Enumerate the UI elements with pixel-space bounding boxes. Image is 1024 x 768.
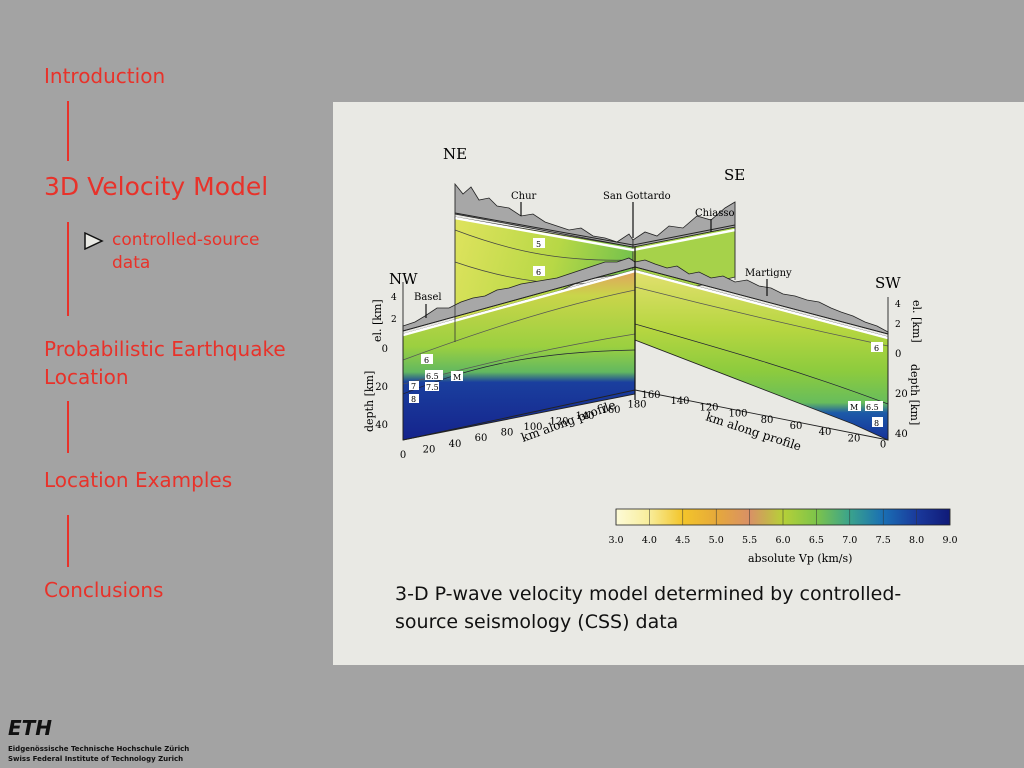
profile-tick-label: 80 bbox=[501, 428, 514, 439]
profile-tick-label: 100 bbox=[728, 409, 747, 420]
profile-tick-label: 80 bbox=[761, 415, 774, 426]
place-san-gottardo: San Gottardo bbox=[603, 191, 671, 202]
colorbar-tick-label: 7.0 bbox=[842, 535, 857, 546]
contour-label-6-5: 6.5 bbox=[866, 403, 879, 412]
profile-tick-label: 20 bbox=[848, 433, 861, 444]
profile-tick-label: 140 bbox=[670, 396, 689, 407]
profile-tick-label: 160 bbox=[641, 390, 660, 401]
sw-topography bbox=[634, 259, 889, 335]
colorbar-label: absolute Vp (km/s) bbox=[748, 552, 852, 565]
profile-tick-label: 120 bbox=[549, 416, 568, 427]
contour-label-6: 6 bbox=[424, 356, 429, 365]
velocity-model-figure: NE SE NW SW Chur San Gottardo Chiasso Ba… bbox=[363, 145, 958, 565]
eth-name-german: Eidgenössische Technische Hochschule Zür… bbox=[8, 745, 190, 753]
nav-introduction[interactable]: Introduction bbox=[44, 64, 166, 88]
direction-sw: SW bbox=[875, 274, 901, 292]
nav-conclusions[interactable]: Conclusions bbox=[44, 578, 164, 602]
triangle-right-icon bbox=[84, 232, 104, 250]
profile-tick-label: 140 bbox=[575, 411, 594, 422]
place-basel: Basel bbox=[414, 292, 442, 303]
nav-connector bbox=[67, 222, 69, 316]
elevation-tick-label: 2 bbox=[895, 320, 901, 330]
elevation-tick-label: 4 bbox=[895, 300, 901, 310]
right-profile-label: km along profile bbox=[704, 410, 803, 454]
profile-tick-label: 100 bbox=[523, 422, 542, 433]
ne-topography bbox=[454, 182, 634, 248]
colorbar-tick-label: 5.0 bbox=[709, 535, 724, 546]
contour-label-7-5: 7.5 bbox=[426, 383, 439, 392]
nav-connector bbox=[67, 515, 69, 567]
left-depth-label: depth [km] bbox=[363, 371, 376, 432]
profile-tick-label: 40 bbox=[819, 427, 832, 438]
left-elevation-label: el. [km] bbox=[371, 299, 384, 342]
profile-tick-label: 60 bbox=[475, 433, 488, 444]
profile-tick-label: 40 bbox=[449, 439, 462, 450]
depth-tick-label: 0 bbox=[895, 349, 901, 360]
direction-ne: NE bbox=[443, 145, 467, 163]
nw-topography bbox=[402, 257, 636, 332]
place-martigny: Martigny bbox=[745, 268, 792, 279]
profile-tick-label: 0 bbox=[400, 450, 406, 461]
colorbar-tick-label: 4.0 bbox=[642, 535, 657, 546]
figure-panel: NE SE NW SW Chur San Gottardo Chiasso Ba… bbox=[333, 102, 1024, 665]
eth-logo: ETH bbox=[8, 718, 52, 738]
contour-label-8: 8 bbox=[411, 395, 416, 404]
profile-tick-label: 180 bbox=[627, 400, 646, 411]
contour-label-moho: M bbox=[850, 403, 858, 412]
nav-location-examples[interactable]: Location Examples bbox=[44, 468, 233, 492]
place-chur: Chur bbox=[511, 191, 537, 202]
colorbar-tick-label: 8.0 bbox=[909, 535, 924, 546]
depth-tick-label: 40 bbox=[895, 429, 908, 440]
colorbar-tick-label: 6.5 bbox=[809, 535, 824, 546]
right-depth-label: depth [km] bbox=[908, 364, 921, 425]
contour-label-7: 7 bbox=[411, 382, 416, 391]
colorbar-tick-label: 6.0 bbox=[775, 535, 790, 546]
contour-label-moho: M bbox=[453, 373, 461, 382]
nav-velocity-model[interactable]: 3D Velocity Model bbox=[44, 172, 269, 201]
depth-tick-label: 0 bbox=[382, 344, 388, 355]
colorbar-tick-label: 3.0 bbox=[608, 535, 623, 546]
contour-label-6: 6 bbox=[874, 344, 879, 353]
depth-tick-label: 20 bbox=[895, 389, 908, 400]
profile-tick-label: 160 bbox=[601, 405, 620, 416]
profile-tick-label: 120 bbox=[699, 402, 718, 413]
contour-label-6-5: 6.5 bbox=[426, 372, 439, 381]
elevation-tick-label: 4 bbox=[391, 293, 397, 303]
figure-caption: 3-D P-wave velocity model determined by … bbox=[395, 583, 902, 633]
eth-name-english: Swiss Federal Institute of Technology Zu… bbox=[8, 755, 184, 763]
se-topography bbox=[632, 201, 736, 248]
colorbar-tick-label: 9.0 bbox=[942, 535, 957, 546]
direction-se: SE bbox=[724, 166, 745, 184]
depth-tick-label: 20 bbox=[375, 382, 388, 393]
elevation-tick-label: 2 bbox=[391, 315, 397, 325]
profile-tick-label: 20 bbox=[423, 444, 436, 455]
svg-text:ETH: ETH bbox=[8, 718, 52, 738]
depth-tick-label: 40 bbox=[375, 420, 388, 431]
place-chiasso: Chiasso bbox=[695, 208, 735, 219]
contour-label-8: 8 bbox=[874, 419, 879, 428]
profile-tick-label: 0 bbox=[880, 440, 886, 451]
colorbar-tick-label: 5.5 bbox=[742, 535, 757, 546]
nav-controlled-source-data[interactable]: controlled-source data bbox=[112, 230, 260, 273]
contour-label-5: 5 bbox=[536, 240, 541, 249]
direction-nw: NW bbox=[389, 270, 418, 288]
right-elevation-label: el. [km] bbox=[910, 300, 923, 343]
contour-label-6: 6 bbox=[536, 268, 541, 277]
profile-tick-label: 60 bbox=[790, 421, 803, 432]
nav-probabilistic-location[interactable]: Probabilistic Earthquake Location bbox=[44, 337, 286, 389]
nav-connector bbox=[67, 101, 69, 161]
colorbar-tick-label: 4.5 bbox=[675, 535, 690, 546]
nav-connector bbox=[67, 401, 69, 453]
colorbar-tick-label: 7.5 bbox=[876, 535, 891, 546]
